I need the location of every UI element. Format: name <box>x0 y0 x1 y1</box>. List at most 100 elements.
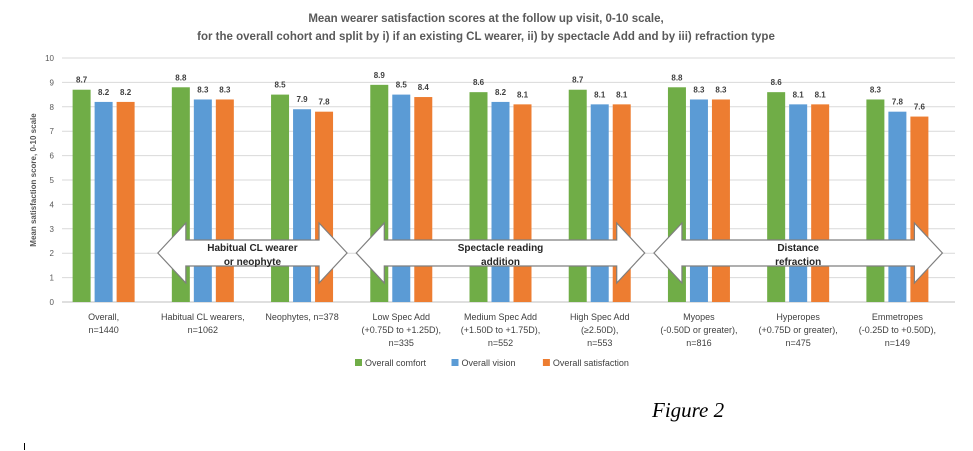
legend-swatch <box>542 359 550 366</box>
data-label: 8.2 <box>120 88 132 97</box>
data-label: 8.3 <box>715 85 727 94</box>
text-cursor-mark <box>24 443 25 450</box>
data-label: 8.3 <box>870 85 882 94</box>
data-label: 8.2 <box>98 88 110 97</box>
data-label: 8.1 <box>616 90 628 99</box>
data-label: 8.1 <box>517 90 529 99</box>
bar-overall-comfort <box>568 89 587 302</box>
bar-overall-vision <box>94 101 113 302</box>
data-label: 8.5 <box>274 81 286 90</box>
x-tick-label: Neophytes, n=378 <box>265 312 338 322</box>
bar-overall-satisfaction <box>116 101 135 302</box>
bar-overall-comfort <box>271 94 290 302</box>
bar-overall-vision <box>689 99 708 302</box>
bar-overall-satisfaction <box>711 99 730 302</box>
annotation-label: addition <box>481 257 520 268</box>
chart-title: Mean wearer satisfaction scores at the f… <box>308 13 663 25</box>
data-label: 8.8 <box>671 73 683 82</box>
x-tick-label: (-0.50D or greater), <box>660 325 737 335</box>
data-label: 7.6 <box>914 103 926 112</box>
y-tick-label: 9 <box>50 78 55 87</box>
legend-entry: Overall comfort <box>365 358 427 368</box>
bar-overall-comfort <box>72 89 91 302</box>
x-tick-label: (+1.50D to +1.75D), <box>461 325 541 335</box>
x-tick-label: (≥2.50D), <box>581 325 618 335</box>
double-arrow-annotation <box>157 221 348 285</box>
data-label: 8.3 <box>197 85 209 94</box>
x-tick-label: (+0.75D or greater), <box>759 325 838 335</box>
data-label: 7.9 <box>296 95 308 104</box>
x-tick-label: (-0.25D to +0.50D), <box>859 325 936 335</box>
legend-swatch <box>451 359 459 366</box>
x-tick-label: Overall, <box>88 312 119 322</box>
y-tick-label: 1 <box>50 274 55 283</box>
x-tick-label: n=816 <box>686 338 711 348</box>
data-label: 7.8 <box>892 98 904 107</box>
legend-entry: Overall satisfaction <box>553 358 629 368</box>
y-tick-label: 0 <box>50 298 55 307</box>
double-arrow-annotation <box>653 221 944 285</box>
data-label: 8.5 <box>396 81 408 90</box>
y-tick-label: 5 <box>50 176 55 185</box>
data-label: 8.7 <box>76 76 88 85</box>
y-tick-label: 10 <box>45 54 54 63</box>
data-label: 8.1 <box>815 90 827 99</box>
bar-overall-vision <box>789 104 808 302</box>
bar-overall-satisfaction <box>215 99 234 302</box>
x-tick-label: Medium Spec Add <box>464 312 537 322</box>
data-label: 8.9 <box>374 71 386 80</box>
x-tick-label: n=149 <box>885 338 910 348</box>
x-tick-label: Emmetropes <box>872 312 924 322</box>
annotation-label: Distance <box>777 243 819 254</box>
y-tick-label: 4 <box>50 200 55 209</box>
chart-title: for the overall cohort and split by i) i… <box>197 31 775 43</box>
y-tick-label: 3 <box>50 225 55 234</box>
data-label: 8.1 <box>594 90 606 99</box>
double-arrow-annotation <box>355 221 646 285</box>
bar-overall-satisfaction <box>414 97 433 302</box>
bar-overall-vision <box>392 94 411 302</box>
annotation-label: Spectacle reading <box>458 243 544 254</box>
data-label: 8.4 <box>418 83 430 92</box>
data-label: 8.8 <box>175 73 187 82</box>
bar-overall-vision <box>293 109 312 303</box>
data-label: 8.3 <box>219 85 231 94</box>
y-tick-label: 2 <box>50 249 55 258</box>
data-label: 8.3 <box>693 85 705 94</box>
data-label: 8.2 <box>495 88 507 97</box>
bar-overall-satisfaction <box>513 104 532 302</box>
x-tick-label: Low Spec Add <box>373 312 431 322</box>
bar-overall-comfort <box>767 92 786 302</box>
x-tick-label: n=1440 <box>88 325 118 335</box>
annotation-label: Habitual CL wearer <box>207 243 298 254</box>
x-tick-label: n=552 <box>488 338 513 348</box>
data-label: 8.1 <box>793 90 805 99</box>
legend-entry: Overall vision <box>462 358 516 368</box>
x-tick-label: High Spec Add <box>570 312 630 322</box>
figure-caption: Figure 2 <box>652 398 725 422</box>
bar-overall-vision <box>491 101 510 302</box>
legend-swatch <box>355 359 362 366</box>
data-label: 8.6 <box>473 78 485 87</box>
x-tick-label: n=553 <box>587 338 612 348</box>
x-tick-label: Myopes <box>683 312 715 322</box>
annotation-label: or neophyte <box>224 257 282 268</box>
bar-overall-vision <box>193 99 212 302</box>
bar-overall-comfort <box>866 99 885 302</box>
x-tick-label: (+0.75D to +1.25D), <box>362 325 442 335</box>
data-label: 7.8 <box>318 98 330 107</box>
x-tick-label: n=475 <box>786 338 811 348</box>
data-label: 8.6 <box>771 78 783 87</box>
bar-overall-vision <box>590 104 609 302</box>
y-tick-label: 7 <box>50 127 55 136</box>
bar-overall-satisfaction <box>811 104 830 302</box>
data-label: 8.7 <box>572 76 584 85</box>
y-axis-label: Mean satisfaction score, 0-10 scale <box>29 113 38 247</box>
y-tick-label: 8 <box>50 103 55 112</box>
bar-overall-vision <box>888 111 907 303</box>
annotation-label: refraction <box>775 257 821 268</box>
y-tick-label: 6 <box>50 152 55 161</box>
x-tick-label: Hyperopes <box>776 312 820 322</box>
